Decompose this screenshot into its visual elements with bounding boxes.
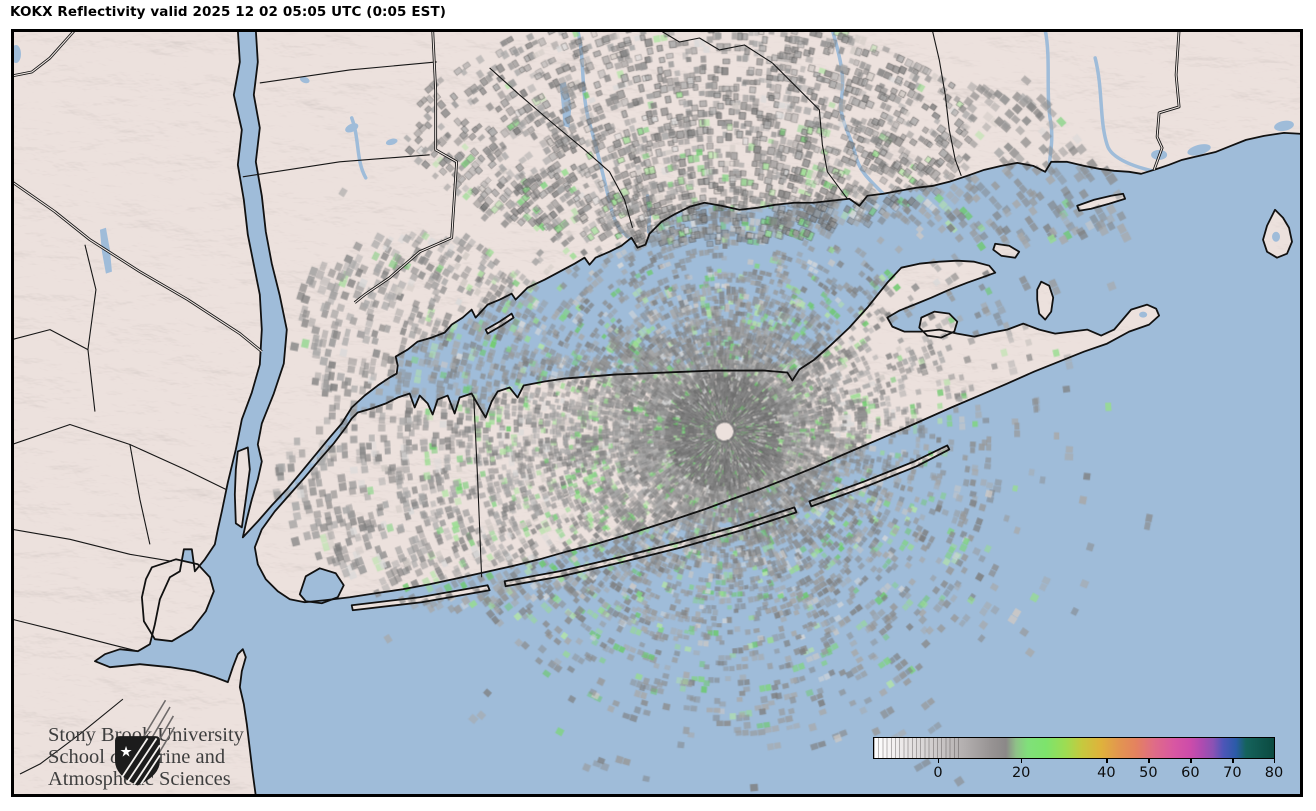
colorbar-tick-label: 60 (1181, 765, 1200, 781)
colorbar-tick-label: 50 (1139, 765, 1158, 781)
colorbar-tick-label: 80 (1264, 765, 1284, 781)
radar-map-panel: ★ Stony Brook University School of Marin… (11, 29, 1303, 797)
radar-echo-layer (12, 30, 1302, 796)
colorbar-tick-label: 40 (1097, 765, 1116, 781)
coastlines (12, 30, 1302, 796)
sbu-line1: Stony Brook University (48, 724, 244, 746)
map-frame (12, 30, 1302, 796)
colorbar-tick (1021, 758, 1023, 763)
colorbar-tick (1106, 758, 1108, 763)
colorbar-tick (938, 758, 940, 763)
page-title: KOKX Reflectivity valid 2025 12 02 05:05… (10, 4, 447, 20)
colorbar-tick (1274, 758, 1276, 763)
colorbar-tick-label: 20 (1011, 765, 1031, 781)
map-boundary-layer (12, 30, 1302, 796)
sbu-logo: ★ Stony Brook University School of Marin… (40, 698, 244, 790)
colorbar-gradient (873, 737, 1275, 759)
shield-star-icon: ★ (120, 743, 133, 760)
county-lines (12, 30, 962, 775)
colorbar-discrete-steps (874, 738, 962, 758)
reflectivity-colorbar: 0 20 40 50 60 70 80 (873, 737, 1283, 781)
sbu-shield-icon: ★ (115, 699, 176, 786)
colorbar-tick (1190, 758, 1192, 763)
colorbar-tick (1148, 758, 1150, 763)
colorbar-tick (1232, 758, 1234, 763)
colorbar-tick-label: 70 (1223, 765, 1242, 781)
state-borders (12, 30, 1181, 353)
colorbar-tick-label: 0 (933, 765, 943, 781)
